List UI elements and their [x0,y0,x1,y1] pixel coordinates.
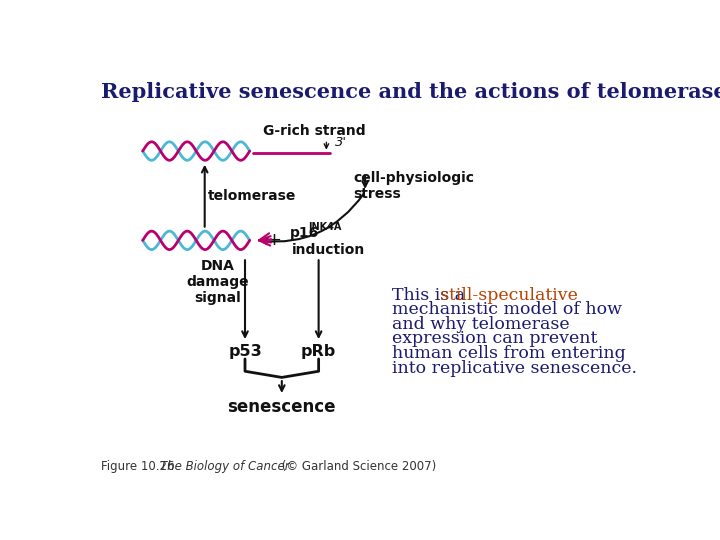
Text: The Biology of Cancer: The Biology of Cancer [160,460,289,473]
Text: still-speculative: still-speculative [441,287,578,303]
Text: cell-physiologic
stress: cell-physiologic stress [354,171,474,201]
Text: human cells from entering: human cells from entering [392,345,626,362]
Text: p16: p16 [290,226,319,240]
Text: senescence: senescence [228,398,336,416]
Text: DNA
damage
signal: DNA damage signal [186,259,249,305]
Text: Figure 10.26: Figure 10.26 [101,460,182,473]
Text: telomerase: telomerase [208,188,296,202]
Text: induction: induction [292,242,365,256]
Text: pRb: pRb [301,345,336,359]
Text: G-rich strand: G-rich strand [264,124,366,138]
Text: into replicative senescence.: into replicative senescence. [392,360,637,377]
Text: (© Garland Science 2007): (© Garland Science 2007) [279,460,436,473]
Text: INK4A: INK4A [309,222,342,232]
Text: +: + [266,231,282,249]
Text: mechanistic model of how: mechanistic model of how [392,301,622,318]
Text: Replicative senescence and the actions of telomerase: Replicative senescence and the actions o… [101,82,720,102]
Text: and why telomerase: and why telomerase [392,316,570,333]
Text: 3': 3' [335,137,347,150]
Text: This is a: This is a [392,287,471,303]
Text: p53: p53 [228,345,262,359]
Text: expression can prevent: expression can prevent [392,330,598,347]
